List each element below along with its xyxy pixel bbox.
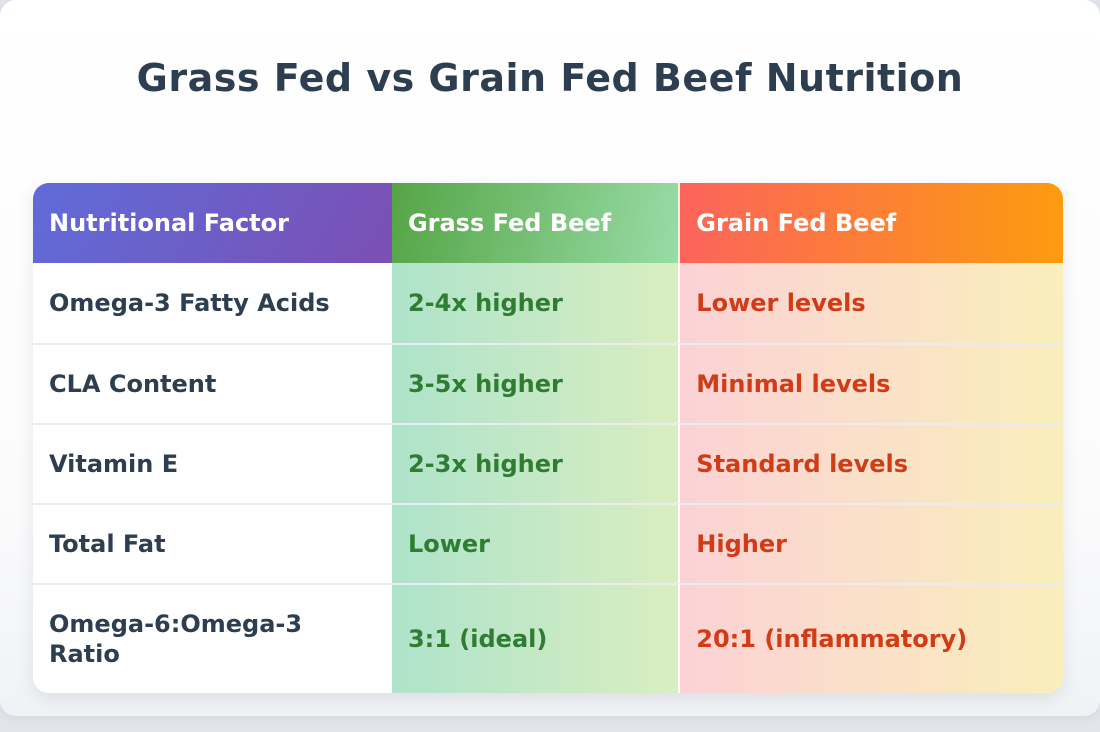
content-card: Grass Fed vs Grain Fed Beef Nutrition Nu… bbox=[0, 0, 1100, 716]
grass-fed-cell: 2-4x higher bbox=[391, 263, 679, 343]
header-label-factor: Nutritional Factor bbox=[49, 209, 289, 237]
factor-cell: Omega-3 Fatty Acids bbox=[33, 263, 392, 343]
comparison-table: Nutritional Factor Grass Fed Beef Grain … bbox=[33, 183, 1063, 693]
grain-fed-cell: Lower levels bbox=[678, 263, 1063, 343]
grass-fed-value: 2-4x higher bbox=[407, 289, 563, 317]
grass-fed-cell: 3-5x higher bbox=[391, 343, 679, 423]
grass-fed-value: 2-3x higher bbox=[407, 450, 563, 478]
page-title: Grass Fed vs Grain Fed Beef Nutrition bbox=[136, 56, 964, 100]
grain-fed-value: Standard levels bbox=[696, 450, 909, 478]
grain-fed-value: Higher bbox=[696, 530, 787, 558]
factor-label: Omega-6:Omega-3 Ratio bbox=[49, 610, 303, 668]
header-cell-factor: Nutritional Factor bbox=[33, 183, 392, 263]
factor-label: Vitamin E bbox=[49, 450, 179, 478]
factor-label: Omega-3 Fatty Acids bbox=[49, 289, 330, 317]
table-row: Total Fat Lower Higher bbox=[33, 503, 1063, 583]
table-header-row: Nutritional Factor Grass Fed Beef Grain … bbox=[33, 183, 1063, 263]
factor-cell: Omega-6:Omega-3 Ratio bbox=[33, 583, 392, 693]
table-row: Vitamin E 2-3x higher Standard levels bbox=[33, 423, 1063, 503]
factor-label: CLA Content bbox=[49, 370, 217, 398]
header-cell-grass-fed: Grass Fed Beef bbox=[391, 183, 679, 263]
factor-label: Total Fat bbox=[49, 530, 166, 558]
header-label-grass-fed: Grass Fed Beef bbox=[407, 209, 612, 237]
grain-fed-cell: Minimal levels bbox=[678, 343, 1063, 423]
table-row: Omega-3 Fatty Acids 2-4x higher Lower le… bbox=[33, 263, 1063, 343]
grain-fed-cell: 20:1 (inflammatory) bbox=[678, 583, 1063, 693]
table-body: Omega-3 Fatty Acids 2-4x higher Lower le… bbox=[33, 263, 1063, 693]
grass-fed-cell: Lower bbox=[391, 503, 679, 583]
grain-fed-value: 20:1 (inflammatory) bbox=[696, 625, 968, 653]
grain-fed-cell: Higher bbox=[678, 503, 1063, 583]
header-label-grain-fed: Grain Fed Beef bbox=[696, 209, 897, 237]
table-row: CLA Content 3-5x higher Minimal levels bbox=[33, 343, 1063, 423]
grain-fed-value: Minimal levels bbox=[696, 370, 891, 398]
grain-fed-value: Lower levels bbox=[696, 289, 866, 317]
table-row: Omega-6:Omega-3 Ratio 3:1 (ideal) 20:1 (… bbox=[33, 583, 1063, 693]
factor-cell: Vitamin E bbox=[33, 423, 392, 503]
factor-cell: Total Fat bbox=[33, 503, 392, 583]
grass-fed-cell: 2-3x higher bbox=[391, 423, 679, 503]
grain-fed-cell: Standard levels bbox=[678, 423, 1063, 503]
grass-fed-value: 3-5x higher bbox=[407, 370, 563, 398]
grass-fed-cell: 3:1 (ideal) bbox=[391, 583, 679, 693]
grass-fed-value: Lower bbox=[407, 530, 491, 558]
header-cell-grain-fed: Grain Fed Beef bbox=[678, 183, 1063, 263]
grass-fed-value: 3:1 (ideal) bbox=[407, 625, 548, 653]
factor-cell: CLA Content bbox=[33, 343, 392, 423]
